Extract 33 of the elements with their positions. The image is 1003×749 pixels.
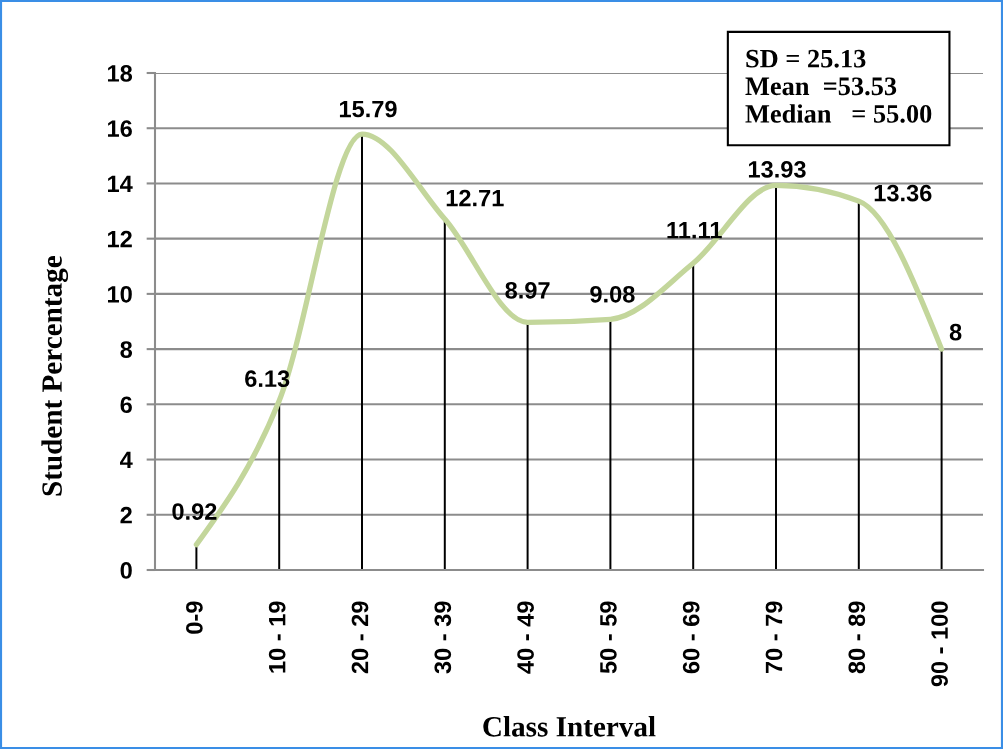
x-tick-label: 20 - 29 [351,601,369,674]
y-tick-label: 14 [108,175,133,192]
y-tick-label: 0 [120,562,132,579]
y-tick-label: 10 [108,285,132,303]
x-tick-label: 50 - 59 [600,601,617,674]
data-label: 8.97 [505,281,550,299]
x-tick-label: 80 - 89 [848,601,866,674]
y-axis-title: Student Percentage [41,256,69,496]
y-tick-label: 4 [120,451,133,469]
x-tick-label: 30 - 39 [434,601,452,674]
y-tick-label: 18 [108,65,133,82]
data-label: 11.11 [667,222,722,239]
y-tick-label: 8 [120,341,133,358]
data-label: 8 [949,323,962,341]
y-tick-label: 6 [120,396,132,414]
data-label: 9.08 [590,285,635,303]
annotation: SD = 25.13 Mean =53.53 Median = 55.00 [745,49,932,123]
y-tick-label: 12 [108,230,132,248]
x-tick-label: 0-9 [186,601,203,634]
x-tick-label: 60 - 69 [682,601,700,674]
x-tick-label: 10 - 19 [268,601,286,673]
data-label: 13.93 [748,161,806,178]
y-tick-label: 16 [108,120,132,138]
x-axis-title: Class Interval [483,716,656,737]
data-label: 13.36 [874,184,932,202]
y-tick-label: 2 [120,506,132,524]
x-tick-label: 40 - 49 [517,601,534,674]
x-tick-label: 90 - 100 [931,601,948,687]
data-label: 0.92 [172,503,217,520]
data-label: 12.71 [446,189,504,207]
x-tick-label: 70 - 79 [765,601,783,674]
data-label: 15.79 [339,100,397,118]
data-label: 6.13 [245,370,290,388]
